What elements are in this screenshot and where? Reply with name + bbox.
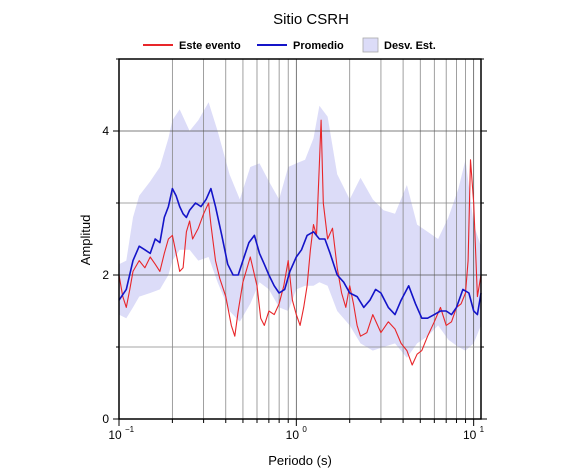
std-band (119, 102, 481, 358)
legend: Este evento Promedio Desv. Est. (143, 37, 436, 53)
x-tick-label: 10 (286, 428, 300, 442)
y-tick-label: 2 (102, 268, 109, 282)
plot-frame (118, 58, 482, 420)
x-axis-label: Periodo (s) (268, 453, 332, 468)
series-line-este-evento (118, 119, 482, 366)
grid-layer (118, 59, 481, 419)
x-tick-label: 10 (108, 428, 122, 442)
y-tick-label: 4 (102, 124, 109, 138)
legend-label-promedio: Promedio (293, 40, 344, 52)
x-tick-exponent: −1 (125, 425, 135, 434)
legend-swatch-desv-est (362, 37, 379, 53)
band-layer (119, 102, 481, 358)
series-line-promedio (118, 187, 482, 320)
legend-label-desv-est: Desv. Est. (384, 40, 436, 52)
x-tick-exponent: 0 (302, 425, 307, 434)
legend-label-este-evento: Este evento (179, 40, 241, 52)
y-tick-label: 0 (102, 412, 109, 426)
y-axis-label: Amplitud (78, 215, 93, 266)
x-tick-exponent: 1 (480, 425, 485, 434)
series-layer (118, 119, 482, 366)
x-tick-label: 10 (463, 428, 477, 442)
chart-title: Sitio CSRH (273, 11, 349, 28)
